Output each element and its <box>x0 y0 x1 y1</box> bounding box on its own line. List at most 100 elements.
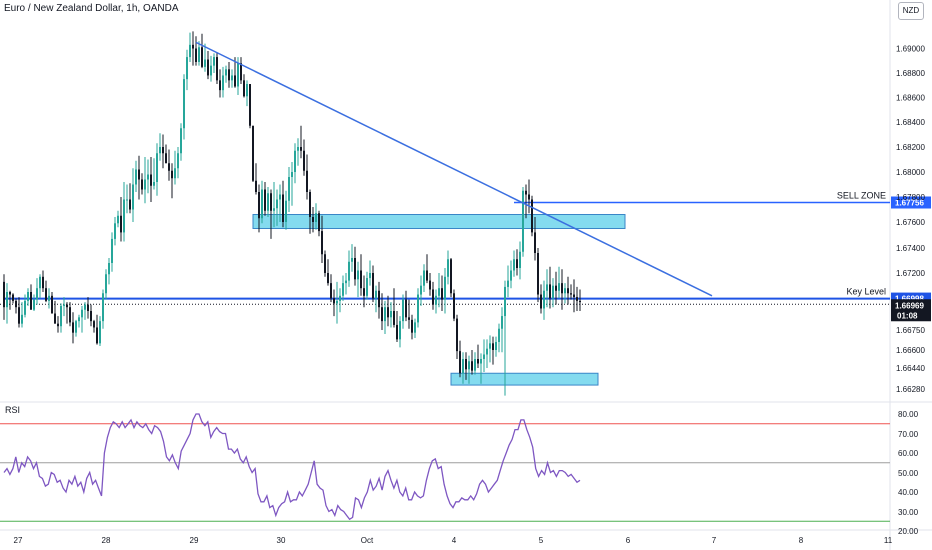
candle-body <box>153 182 155 186</box>
candle-body <box>330 283 332 299</box>
candle-body <box>204 59 206 67</box>
candle-body <box>231 75 233 81</box>
candle-body <box>108 263 110 275</box>
candle-body <box>282 194 284 222</box>
candle-body <box>327 273 329 284</box>
rsi-tick-label: 60.00 <box>898 449 919 458</box>
candle-body <box>48 295 50 301</box>
price-tick-label: 1.68800 <box>896 69 925 78</box>
last-price-tag: 1.66969 <box>895 301 924 310</box>
price-tick-label: 1.68200 <box>896 143 925 152</box>
price-tick-label: 1.66440 <box>896 364 925 373</box>
candle-body <box>222 75 224 91</box>
trendline <box>195 41 713 297</box>
price-tick-label: 1.68400 <box>896 118 925 127</box>
candle-body <box>45 288 47 301</box>
candle-body <box>363 288 365 296</box>
candle-body <box>471 361 473 371</box>
candle-body <box>537 253 539 295</box>
price-tick-label: 1.67800 <box>896 193 925 202</box>
rsi-tick-label: 70.00 <box>898 430 919 439</box>
candle-body <box>285 200 287 222</box>
candle-body <box>309 192 311 217</box>
candle-body <box>219 80 221 91</box>
candle-body <box>570 293 572 295</box>
rsi-tick-label: 20.00 <box>898 527 919 536</box>
candle-body <box>519 251 521 268</box>
candle-body <box>273 208 275 211</box>
candle-body <box>375 290 377 299</box>
price-tick-label: 1.66280 <box>896 385 925 394</box>
candle-body <box>234 75 236 87</box>
candle-body <box>225 69 227 76</box>
candle-body <box>258 192 260 219</box>
candle-body <box>174 168 176 179</box>
candle-body <box>435 295 437 305</box>
candle-body <box>432 289 434 305</box>
candle-body <box>399 321 401 340</box>
horizontal-level-label: SELL ZONE <box>837 191 886 201</box>
candle-body <box>114 223 116 239</box>
candle-body <box>138 169 140 180</box>
time-tick-label: 4 <box>452 536 457 545</box>
candle-body <box>501 316 503 329</box>
time-tick-label: 11 <box>884 536 893 545</box>
candle-body <box>453 293 455 319</box>
candle-body <box>69 307 71 323</box>
candle-body <box>423 270 425 286</box>
time-tick-label: 7 <box>712 536 717 545</box>
candle-body <box>81 309 83 318</box>
candle-body <box>18 307 20 324</box>
candle-body <box>3 281 5 308</box>
candle-body <box>165 153 167 164</box>
candle-body <box>567 288 569 294</box>
candle-body <box>441 288 443 300</box>
candle-body <box>513 259 515 271</box>
horizontal-levels: SELL ZONE 1.67756 Key Level 1.669981.669690… <box>0 191 931 322</box>
price-tick-label: 1.66600 <box>896 346 925 355</box>
candle-body <box>228 69 230 81</box>
price-tick-label: 1.68600 <box>896 94 925 103</box>
candle-body <box>504 286 506 317</box>
candle-body <box>360 270 362 289</box>
candle-body <box>132 184 134 210</box>
candle-body <box>354 258 356 280</box>
candle-body <box>216 57 218 81</box>
candle-body <box>87 304 89 311</box>
candle-body <box>555 285 557 291</box>
price-tick-label: 1.69000 <box>896 45 925 54</box>
candle-body <box>507 280 509 287</box>
candle-body <box>267 193 269 211</box>
candle-body <box>72 322 74 333</box>
candle-body <box>525 190 527 195</box>
price-tick-label: 1.67400 <box>896 244 925 253</box>
candle-body <box>531 199 533 233</box>
time-axis[interactable]: 27 28 29 30 Oct 4 5 6 7 8 11 <box>14 536 893 545</box>
price-axis[interactable]: 1.69000 1.68800 1.68600 1.68400 1.68200 1.680… <box>896 45 925 395</box>
candle-body <box>336 300 338 304</box>
candle-body <box>294 150 296 172</box>
candle-body <box>57 323 59 327</box>
candle-body <box>63 304 65 306</box>
candle-body <box>411 319 413 333</box>
rsi-tick-label: 80.00 <box>898 410 919 419</box>
candle-body <box>123 199 125 233</box>
candle-body <box>147 174 149 180</box>
candle-body <box>357 270 359 280</box>
candle-body <box>333 298 335 304</box>
candle-body <box>171 170 173 179</box>
candle-body <box>447 259 449 277</box>
candle-body <box>420 285 422 295</box>
candle-body <box>408 317 410 320</box>
candle-body <box>51 295 53 314</box>
candle-body <box>102 293 104 322</box>
candle-body <box>468 361 470 370</box>
candle-body <box>120 215 122 233</box>
candle-body <box>528 194 530 200</box>
candle-body <box>381 307 383 322</box>
candle-body <box>465 359 467 370</box>
candle-body <box>564 288 566 294</box>
candle-body <box>252 125 254 181</box>
currency-badge[interactable]: NZD <box>898 2 924 20</box>
